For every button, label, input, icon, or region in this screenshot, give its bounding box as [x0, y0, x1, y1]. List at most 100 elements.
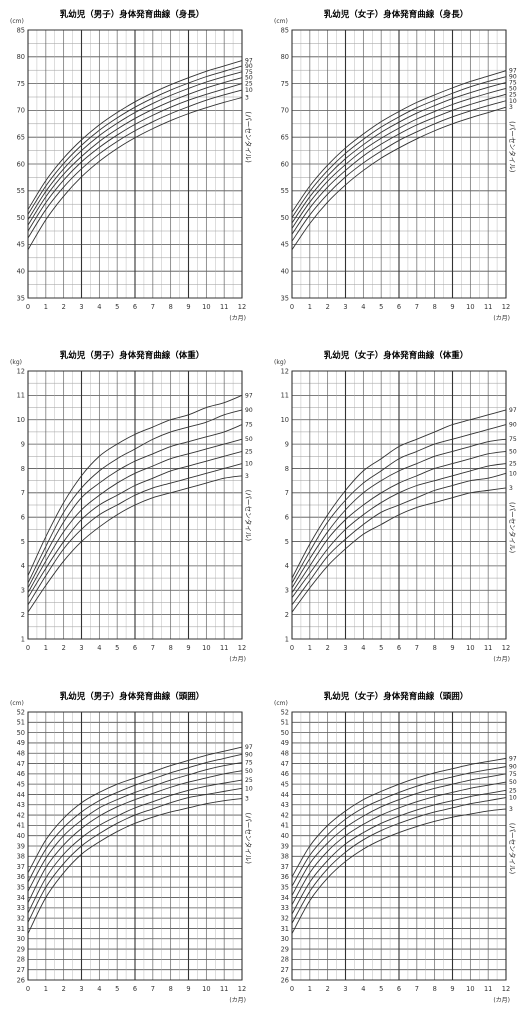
x-tick-label: 4: [97, 644, 101, 652]
y-tick-label: 46: [17, 770, 25, 778]
x-tick-label: 1: [44, 303, 48, 311]
y-tick-label: 52: [281, 708, 289, 716]
percentile-label: 25: [509, 91, 517, 98]
x-tick-label: 9: [450, 985, 454, 993]
percentile-label: 97: [509, 407, 517, 414]
x-tick-label: 12: [238, 303, 246, 311]
y-tick-label: 6: [21, 513, 25, 521]
x-tick-label: 8: [169, 985, 173, 993]
x-tick-label: 7: [415, 303, 419, 311]
x-tick-label: 7: [151, 644, 155, 652]
x-tick-label: 10: [202, 644, 210, 652]
x-tick-label: 3: [79, 644, 83, 652]
y-tick-label: 8: [21, 465, 25, 473]
y-tick-label: 10: [17, 416, 25, 424]
y-tick-label: 43: [17, 801, 25, 809]
chart-girls-weight: 乳幼児（女子）身体発育曲線（体重） (kg) (カ月) 1 2 3 4 5 6 7 8 9 10 11 12…: [264, 341, 528, 682]
x-tick-label: 2: [326, 303, 330, 311]
y-tick-label: 8: [285, 465, 289, 473]
percentile-curve-75: [291, 438, 507, 589]
x-tick-label: 11: [220, 985, 228, 993]
percentile-curve-50: [27, 438, 243, 593]
y-tick-label: 45: [281, 241, 289, 249]
x-tick-label: 1: [44, 985, 48, 993]
percentile-curve-3: [291, 106, 507, 251]
y-tick-label: 41: [281, 822, 289, 830]
y-tick-label: 3: [285, 587, 289, 595]
y-tick-label: 12: [281, 367, 289, 375]
chart-boys-weight: 乳幼児（男子）身体発育曲線（体重） (kg) (カ月) 1 2 3 4 5 6 7 8 9 10 11 12…: [0, 341, 264, 682]
y-tick-label: 7: [21, 489, 25, 497]
percentile-curve-3: [291, 487, 507, 613]
x-unit-label: (カ月): [229, 997, 246, 1004]
percentile-label: 97: [245, 744, 253, 751]
y-tick-label: 1: [285, 635, 289, 643]
y-tick-label: 50: [281, 214, 289, 222]
percentile-label: 50: [245, 768, 253, 775]
x-tick-label: 9: [450, 644, 454, 652]
chart-title: 乳幼児（女子）身体発育曲線（体重）: [324, 350, 469, 361]
y-tick-label: 65: [17, 134, 25, 142]
x-tick-label: 2: [62, 303, 66, 311]
y-tick-label: 40: [17, 268, 25, 276]
percentile-curve-50: [291, 450, 507, 593]
y-tick-label: 75: [281, 80, 289, 88]
y-tick-label: 26: [281, 976, 289, 984]
x-tick-label: 8: [433, 303, 437, 311]
percentile-label: 50: [509, 448, 517, 455]
x-unit-label: (カ月): [229, 315, 246, 322]
x-tick-label: 5: [115, 985, 119, 993]
y-tick-label: 46: [281, 770, 289, 778]
x-tick-label: 3: [79, 303, 83, 311]
percentile-label: 10: [509, 470, 517, 477]
x-tick-label: 10: [202, 985, 210, 993]
y-tick-label: 51: [281, 719, 289, 727]
x-unit-label: (カ月): [493, 315, 510, 322]
percentile-label: 50: [509, 779, 517, 786]
x-tick-label: 12: [502, 644, 510, 652]
percentile-curve-25: [27, 779, 243, 914]
percentile-curve-3: [27, 475, 243, 613]
y-tick-label: 27: [281, 966, 289, 974]
y-tick-label: 50: [17, 729, 25, 737]
percentile-label: 50: [245, 75, 253, 82]
y-tick-label: 47: [281, 760, 289, 768]
y-tick-label: 4: [285, 562, 289, 570]
y-tick-label: 30: [17, 935, 25, 943]
percentile-label: 75: [245, 760, 253, 767]
percentile-curve-75: [27, 762, 243, 892]
y-unit-label: (cm): [274, 700, 288, 707]
y-tick-label: 32: [17, 914, 25, 922]
percentile-label: 90: [245, 407, 253, 414]
y-tick-label: 34: [281, 894, 289, 902]
y-tick-label: 40: [281, 268, 289, 276]
y-tick-label: 36: [281, 873, 289, 881]
x-tick-label: 8: [169, 303, 173, 311]
percentile-annotation: (パーセンタイル): [244, 490, 253, 541]
x-tick-label: 0: [290, 644, 294, 652]
y-tick-label: 6: [285, 513, 289, 521]
y-unit-label: (cm): [10, 18, 24, 25]
percentile-curve-75: [27, 424, 243, 589]
x-tick-label: 5: [379, 644, 383, 652]
y-tick-label: 9: [21, 440, 25, 448]
percentile-label: 90: [509, 422, 517, 429]
percentile-annotation: (パーセンタイル): [508, 823, 517, 874]
percentile-curve-25: [27, 83, 243, 232]
x-tick-label: 4: [361, 985, 365, 993]
y-tick-label: 85: [281, 26, 289, 34]
percentile-curve-97: [27, 394, 243, 576]
percentile-label: 97: [509, 68, 517, 75]
x-tick-label: 2: [62, 985, 66, 993]
percentile-curve-25: [291, 463, 507, 598]
y-tick-label: 45: [17, 241, 25, 249]
percentile-label: 10: [245, 461, 253, 468]
y-tick-label: 5: [21, 538, 25, 546]
x-tick-label: 3: [343, 644, 347, 652]
y-tick-label: 32: [281, 914, 289, 922]
y-tick-label: 11: [281, 392, 289, 400]
x-tick-label: 8: [433, 644, 437, 652]
y-tick-label: 28: [281, 956, 289, 964]
x-tick-label: 4: [97, 985, 101, 993]
chart-title: 乳幼児（女子）身体発育曲線（身長）: [324, 9, 469, 20]
